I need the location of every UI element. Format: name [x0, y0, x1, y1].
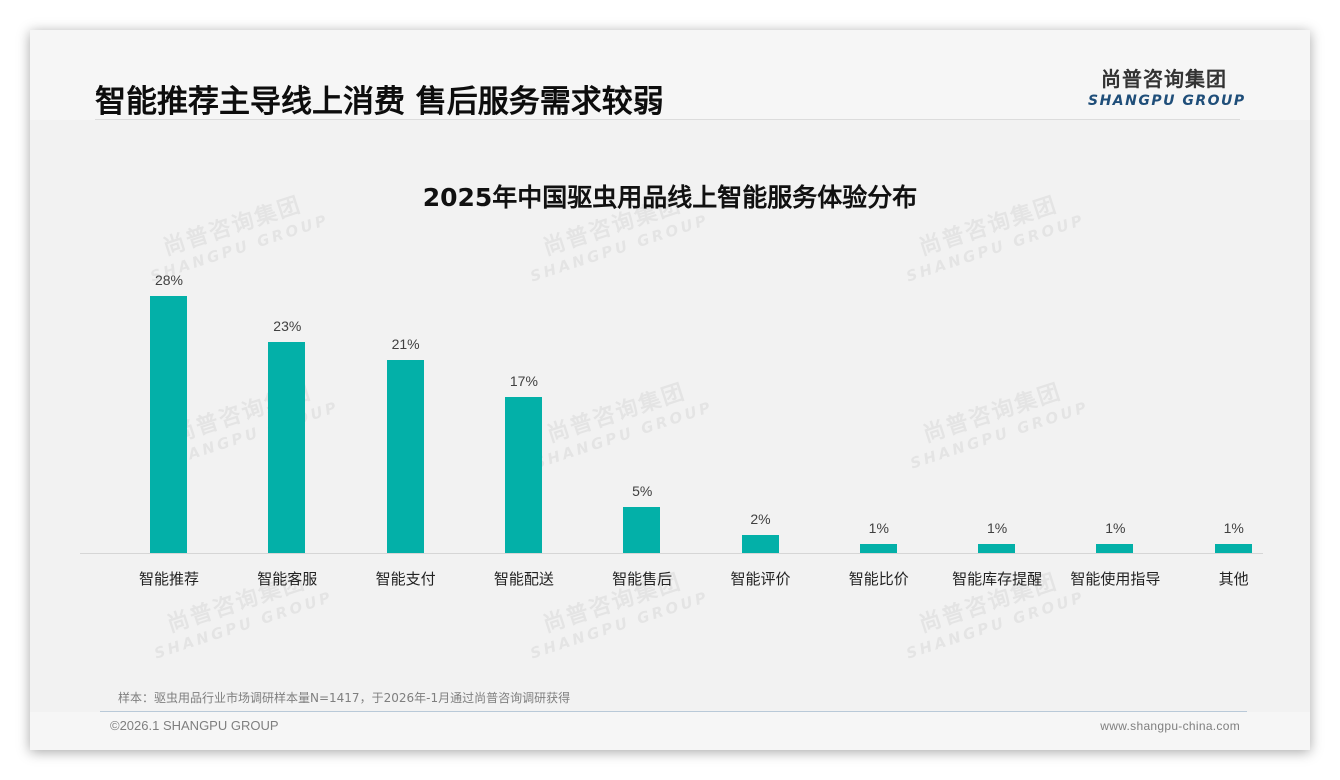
copyright-text: ©2026.1 SHANGPU GROUP	[110, 718, 279, 733]
bar-chart: 28% 智能推荐 23% 智能客服 21% 智能支付 17% 智能配送 5% 智能售后 2% 智能评价…	[80, 260, 1263, 588]
x-axis-category-label: 智能评价	[730, 570, 791, 588]
bar-value-label: 1%	[1105, 520, 1126, 536]
page-title: 智能推荐主导线上消费 售后服务需求较弱	[95, 84, 664, 120]
company-logo: 尚普咨询集团 SHANGPU GROUP	[1088, 63, 1246, 109]
footer-divider	[100, 711, 1247, 712]
bar-group: 1% 其他	[1175, 260, 1293, 588]
bar-value-label: 2%	[750, 511, 771, 527]
chart-title: 2025年中国驱虫用品线上智能服务体验分布	[422, 183, 918, 212]
x-axis-category-label: 智能比价	[848, 570, 909, 588]
logo-english-text: SHANGPU GROUP	[1088, 93, 1246, 109]
bar	[741, 535, 779, 553]
bar	[1096, 544, 1134, 553]
bar-value-label: 1%	[986, 520, 1008, 536]
x-axis-category-label: 智能推荐	[138, 570, 199, 588]
slide: 智能推荐主导线上消费 售后服务需求较弱 尚普咨询集团 SHANGPU GROUP…	[30, 30, 1310, 750]
bar-value-label: 1%	[868, 520, 889, 536]
bar	[978, 544, 1016, 553]
x-axis-category-label: 智能客服	[257, 570, 318, 588]
bar-group: 21% 智能支付	[347, 260, 465, 588]
bar	[1214, 544, 1252, 553]
bar-value-label: 21%	[391, 336, 420, 352]
bar-group: 1% 智能使用指导	[1056, 260, 1174, 588]
bar-group: 5% 智能售后	[583, 260, 701, 588]
bar	[268, 342, 306, 553]
bar-group: 1% 智能比价	[820, 260, 938, 588]
x-axis-category-label: 智能库存提醒	[952, 570, 1043, 588]
bar	[859, 544, 897, 553]
bar-value-label: 1%	[1223, 520, 1244, 536]
bar-group: 23% 智能客服	[228, 260, 346, 588]
bar-value-label: 23%	[273, 318, 302, 334]
x-axis-category-label: 其他	[1218, 570, 1249, 588]
bar-group: 2% 智能评价	[702, 260, 820, 588]
x-axis-baseline	[80, 553, 1263, 554]
footer-background	[30, 712, 1310, 750]
sample-note: 样本：驱虫用品行业市场调研样本量N=1417，于2026年-1月通过尚普咨询调研…	[118, 691, 571, 705]
x-axis-category-label: 智能使用指导	[1070, 570, 1161, 588]
header-divider	[95, 119, 1240, 120]
x-axis-category-label: 智能支付	[375, 570, 436, 588]
x-axis-category-label: 智能配送	[493, 570, 554, 588]
logo-chinese-text: 尚普咨询集团	[1101, 67, 1227, 91]
header-background	[30, 30, 1310, 120]
bar	[386, 360, 424, 553]
bar-value-label: 28%	[154, 272, 184, 288]
bar	[623, 507, 661, 553]
bar	[504, 397, 542, 553]
x-axis-category-label: 智能售后	[612, 570, 673, 588]
website-link: www.shangpu-china.com	[1100, 719, 1240, 733]
bar-group: 17% 智能配送	[465, 260, 583, 588]
bar-group: 1% 智能库存提醒	[938, 260, 1056, 588]
bar-value-label: 5%	[632, 483, 653, 499]
bar-value-label: 17%	[509, 373, 538, 389]
bar-group: 28% 智能推荐	[110, 260, 228, 588]
bar	[150, 296, 187, 553]
